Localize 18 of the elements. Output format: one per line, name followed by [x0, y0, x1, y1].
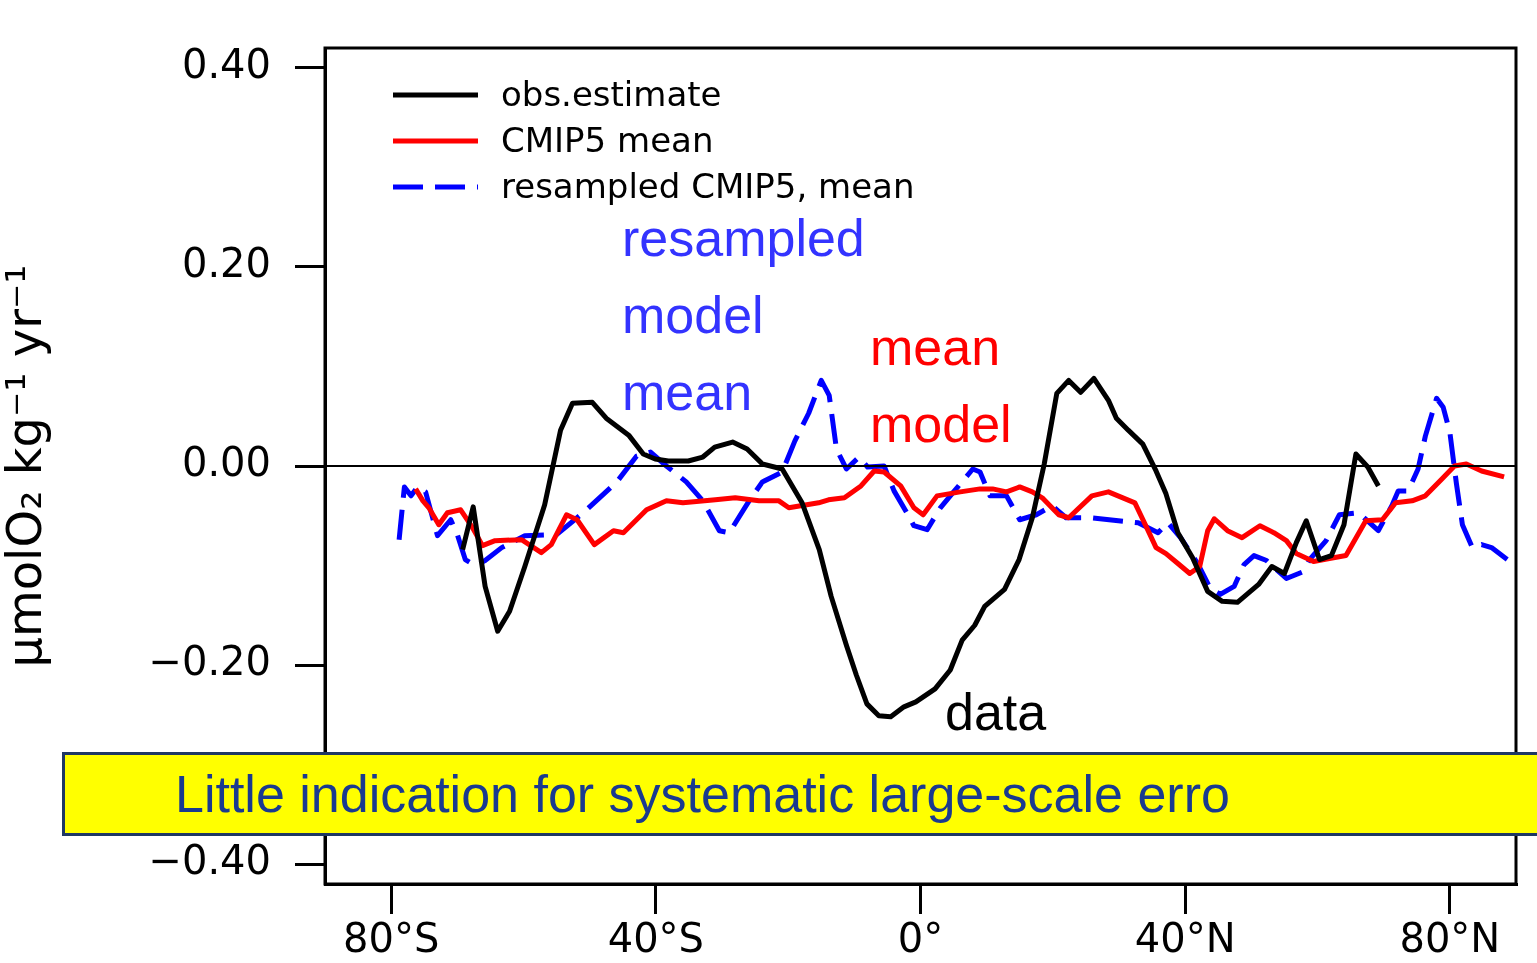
annotation: data [945, 683, 1047, 742]
y-tick-label: 0.20 [181, 240, 271, 287]
legend-label: obs.estimate [501, 73, 722, 114]
annotation: resampled model mean [622, 209, 865, 422]
x-tick-label: 40°S [607, 915, 704, 962]
x-tick-label: 80°N [1399, 915, 1501, 962]
legend-label: CMIP5 mean [501, 119, 714, 160]
y-tick-label: 0.00 [181, 439, 271, 486]
y-tick-label: −0.20 [148, 638, 271, 685]
y-tick-label: 0.40 [181, 41, 271, 88]
annotation: mean model [870, 318, 1012, 454]
x-tick-label: 80°S [343, 915, 440, 962]
legend-label: resampled CMIP5, mean [501, 165, 915, 206]
y-tick-label: −0.40 [148, 837, 271, 884]
text-banner: Little indication for systematic large-scale erro [62, 752, 1537, 836]
x-tick-label: 0° [897, 915, 944, 962]
y-axis-title: μmolO₂ kg⁻¹ yr⁻¹ [0, 264, 53, 668]
x-tick-label: 40°N [1134, 915, 1236, 962]
